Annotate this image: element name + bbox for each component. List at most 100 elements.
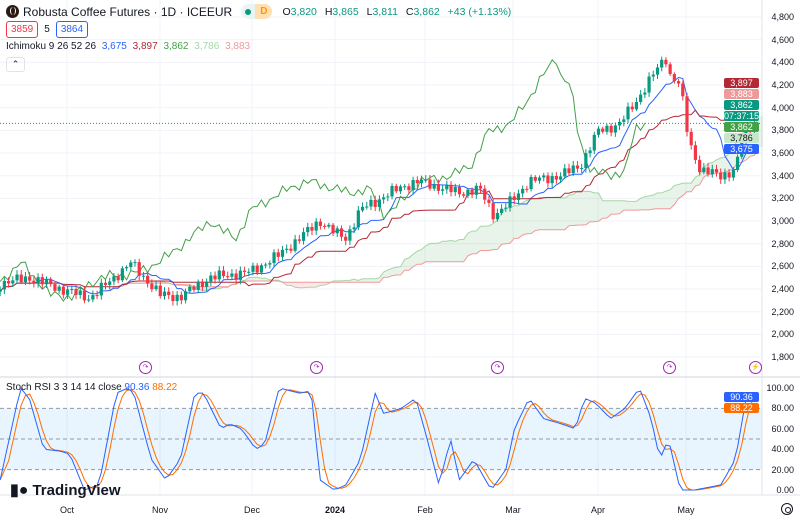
candle [651, 70, 655, 82]
candle-body [285, 248, 289, 250]
symbol-title[interactable]: Robusta Coffee Futures · 1D · ICEEUR [23, 4, 233, 19]
candle-body [470, 189, 474, 195]
cloud-segment [484, 225, 489, 251]
cloud-segment [661, 191, 666, 209]
candle [91, 290, 95, 303]
candle-body [78, 290, 82, 295]
candle [103, 278, 108, 290]
candle [516, 189, 521, 205]
open-value: 3,820 [290, 5, 317, 18]
candle [230, 269, 234, 280]
event-marker-icon[interactable]: ↷ [139, 361, 152, 374]
event-marker-icon[interactable]: ↷ [663, 361, 676, 374]
candle-body [124, 267, 129, 269]
candle [28, 272, 32, 285]
candle [32, 276, 36, 288]
candle [137, 258, 141, 281]
event-marker-icon[interactable]: ⚡ [749, 361, 762, 374]
candle [605, 123, 609, 135]
candle-body [242, 270, 247, 272]
span-b-price-tag: 3,883 [724, 89, 759, 99]
candle-body [382, 197, 386, 200]
candle [487, 195, 491, 207]
candle [571, 160, 575, 177]
cloud-segment [720, 157, 725, 173]
candle [554, 172, 558, 184]
cloud-segment [695, 175, 700, 186]
candle [403, 183, 407, 190]
candle-body [575, 165, 580, 169]
candle [436, 179, 440, 195]
price-axis-label: 3,200 [771, 193, 794, 204]
cloud-segment [585, 191, 591, 225]
sell-button[interactable]: 3859 [6, 21, 39, 38]
candle [685, 92, 689, 137]
cloud-segment [531, 198, 536, 234]
ichimoku-legend[interactable]: Ichimoku 9 26 52 26 3,675 3,897 3,862 3,… [6, 41, 253, 53]
candle-body [264, 264, 268, 266]
event-marker-icon[interactable]: ↷ [310, 361, 323, 374]
event-marker-icon[interactable]: ↷ [491, 361, 504, 374]
candle-body [710, 169, 714, 175]
cloud-segment [539, 197, 544, 230]
cloud-segment [518, 202, 523, 239]
candle [108, 277, 112, 290]
candle [731, 167, 735, 181]
candle-body [272, 252, 276, 264]
candle [61, 284, 65, 299]
candle-body [255, 265, 259, 273]
candle-body [188, 286, 192, 292]
candle-body [499, 208, 504, 214]
countdown-tag: 07:37:15 [724, 111, 760, 121]
candle-body [685, 96, 689, 132]
candle-body [550, 176, 554, 184]
collapse-legend-button[interactable]: ⌃ [6, 57, 25, 72]
cloud-segment [653, 192, 658, 210]
candle-body [251, 265, 255, 272]
buy-button[interactable]: 3864 [55, 21, 89, 38]
candle-body [344, 236, 348, 241]
candle-body [495, 213, 499, 220]
candle-body [15, 274, 19, 281]
cloud-segment [628, 201, 633, 211]
tradingview-logo[interactable]: ▮● TradingView [10, 480, 121, 500]
cloud-segment [446, 240, 452, 262]
candle [365, 201, 369, 210]
candle [432, 179, 436, 192]
high-value: 3,865 [332, 5, 359, 18]
candle-body [601, 128, 605, 132]
stoch-rsi-legend[interactable]: Stoch RSI 3 3 14 14 close 90.36 88.22 [6, 382, 177, 393]
tenkan-line [0, 76, 755, 295]
cloud-segment [459, 239, 464, 262]
candle [424, 175, 428, 183]
candle [428, 174, 432, 191]
candle-body [129, 262, 133, 268]
candle-body [120, 268, 124, 281]
candle [44, 276, 49, 288]
candle [15, 270, 19, 283]
candle [242, 266, 247, 277]
candle [474, 183, 478, 199]
cloud-segment [615, 200, 620, 215]
cloud-segment [248, 277, 253, 282]
candle [158, 281, 162, 299]
candle-body [609, 125, 613, 133]
settings-gear-icon[interactable] [781, 503, 793, 515]
cloud-segment [472, 230, 477, 254]
cloud-segment [434, 243, 439, 262]
spread-value: 5 [44, 24, 50, 35]
cloud-segment [413, 251, 418, 267]
candle [584, 149, 588, 173]
candle [575, 161, 580, 173]
candle [200, 278, 205, 291]
candle [310, 223, 314, 236]
market-status-pill[interactable]: D [241, 4, 273, 19]
time-axis-label: Apr [590, 505, 606, 515]
candle-body [171, 295, 175, 302]
candle-body [672, 74, 676, 82]
candle-body [116, 276, 120, 281]
price-axis-label: 4,000 [771, 102, 794, 113]
candle-body [647, 76, 651, 93]
candle [162, 287, 167, 300]
